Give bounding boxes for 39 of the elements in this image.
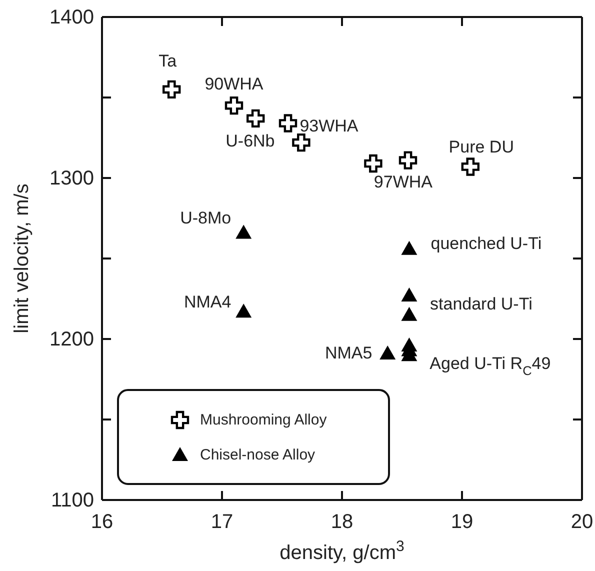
point <box>398 151 418 170</box>
y-axis-title: limit velocity, m/s <box>11 184 33 334</box>
point <box>246 109 265 128</box>
point <box>236 224 252 239</box>
x-tick-label: 20 <box>570 511 594 534</box>
annotation: Aged U-Ti R$_{C}$49 <box>430 354 551 378</box>
annotation: Ta <box>158 50 178 70</box>
x-tick-label: 16 <box>90 511 114 534</box>
annotation: 93WHA <box>300 116 359 135</box>
legend-label: Mushrooming Alloy <box>200 412 328 428</box>
y-tick-label: 1200 <box>50 328 94 350</box>
annotation: U-8Mo <box>180 208 232 228</box>
annotation: standard U-Ti <box>430 294 532 314</box>
point <box>278 114 298 132</box>
x-tick-label: 19 <box>450 511 474 534</box>
y-tick-label: 1400 <box>50 6 94 28</box>
x-tick-label: 17 <box>210 511 234 534</box>
x-axis-title: density, g/cm$^{3}$ <box>280 538 404 564</box>
point <box>461 158 480 176</box>
legend-label: Chisel-nose Alloy <box>200 446 316 464</box>
point <box>292 133 310 152</box>
point <box>401 240 418 255</box>
x-tick-label: 18 <box>330 511 354 534</box>
annotation: quenched U-Ti <box>430 233 542 252</box>
annotation: Pure DU <box>448 137 514 156</box>
point <box>236 304 252 318</box>
annotation: U-6Nb <box>226 131 275 150</box>
point <box>364 154 382 173</box>
annotation: 90WHA <box>204 74 264 94</box>
point <box>401 288 418 302</box>
annotation: NMA5 <box>324 342 372 362</box>
point <box>224 96 244 115</box>
annotation: NMA4 <box>184 292 232 312</box>
point <box>380 345 396 360</box>
point <box>401 306 418 321</box>
point <box>162 80 181 99</box>
y-tick-label: 1100 <box>50 489 94 512</box>
y-tick-label: 1300 <box>50 167 94 190</box>
annotation: 97WHA <box>374 172 434 192</box>
